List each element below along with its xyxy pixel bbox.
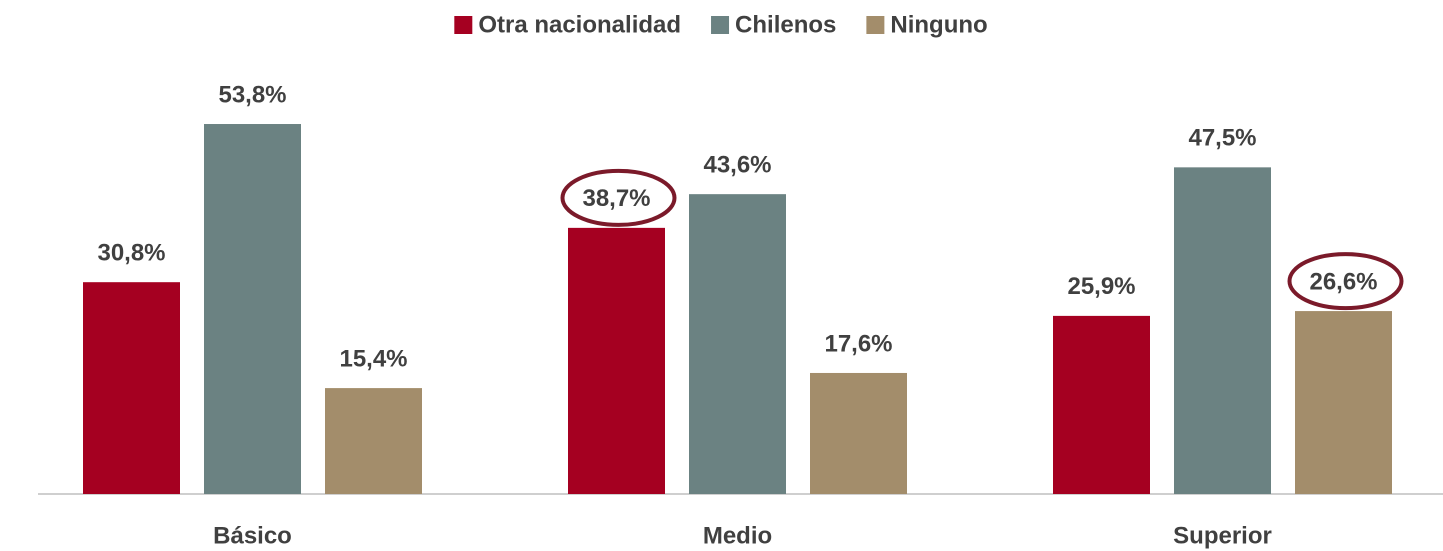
legend-swatch	[866, 16, 885, 34]
bar	[1053, 315, 1150, 494]
bar	[689, 194, 786, 495]
data-label: 15,4%	[339, 345, 407, 372]
highlight-circle	[1287, 252, 1404, 311]
bar	[204, 124, 301, 495]
data-label: 30,8%	[97, 240, 165, 267]
data-label: 17,6%	[824, 330, 892, 357]
bar	[83, 282, 180, 494]
bar	[325, 388, 422, 494]
x-tick-label: Básico	[213, 522, 292, 549]
bar	[1174, 167, 1271, 494]
legend-swatch	[454, 16, 473, 34]
bar	[568, 227, 665, 494]
bar	[1295, 311, 1392, 494]
data-label: 53,8%	[218, 81, 286, 108]
highlight-circle	[560, 168, 677, 227]
bar	[810, 372, 907, 494]
data-label: 43,6%	[703, 152, 771, 179]
legend-label: Ninguno	[890, 11, 987, 38]
legend-swatch	[711, 16, 730, 34]
data-label: 25,9%	[1067, 273, 1135, 300]
data-label: 47,5%	[1188, 125, 1256, 152]
x-tick-label: Medio	[703, 522, 772, 549]
legend-label: Otra nacionalidad	[478, 11, 681, 38]
legend-label: Chilenos	[735, 11, 836, 38]
data-label: 38,7%	[582, 185, 650, 212]
data-label: 26,6%	[1309, 268, 1377, 295]
x-tick-label: Superior	[1173, 522, 1272, 549]
